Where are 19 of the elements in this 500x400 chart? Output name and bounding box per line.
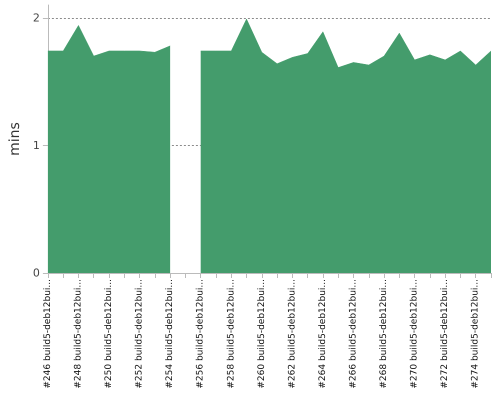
x-tick-label: #266 build5-deb12bui... [348, 279, 358, 389]
x-tick-label: #252 build5-deb12bui... [134, 279, 145, 389]
x-tick-label: #248 build5-deb12bui... [73, 279, 84, 389]
x-tick-label: #256 build5-deb12bui... [196, 279, 206, 389]
x-tick-label: #264 build5-deb12bui... [318, 279, 328, 389]
y-tick-label: 2 [32, 11, 40, 24]
x-tick-label: #246 build5-deb12bui... [42, 279, 53, 389]
x-tick-label: #262 build5-deb12bui... [287, 279, 298, 389]
y-tick-label: 1 [32, 138, 40, 152]
y-axis-title: mins [7, 122, 23, 156]
y-tick-label: 0 [32, 266, 40, 280]
x-tick-label: #260 build5-deb12bui... [256, 279, 267, 389]
x-tick-label: #270 build5-deb12bui... [410, 279, 420, 389]
x-tick-label: #268 build5-deb12bui... [379, 279, 390, 389]
x-tick-label: #258 build5-deb12bui... [226, 279, 236, 389]
x-tick-label: #250 build5-deb12bui... [104, 279, 114, 389]
x-tick-label: #274 build5-deb12bui... [470, 279, 481, 389]
x-tick-label: #254 build5-deb12bui... [165, 279, 176, 389]
x-tick-label: #272 build5-deb12bui... [440, 279, 450, 389]
